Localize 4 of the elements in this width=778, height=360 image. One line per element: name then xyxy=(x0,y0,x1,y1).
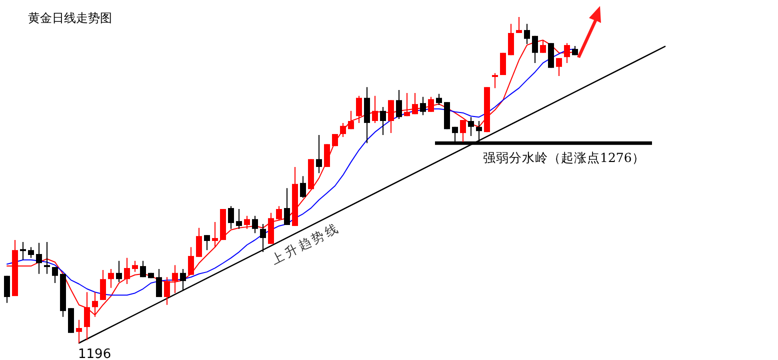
text: 上升趋势线 xyxy=(268,220,342,267)
annotation: 1196 xyxy=(78,347,112,360)
ref-line-label: 强弱分水岭（起涨点1276） xyxy=(483,150,645,166)
chart-title: 黄金日线走势图 xyxy=(28,11,112,25)
